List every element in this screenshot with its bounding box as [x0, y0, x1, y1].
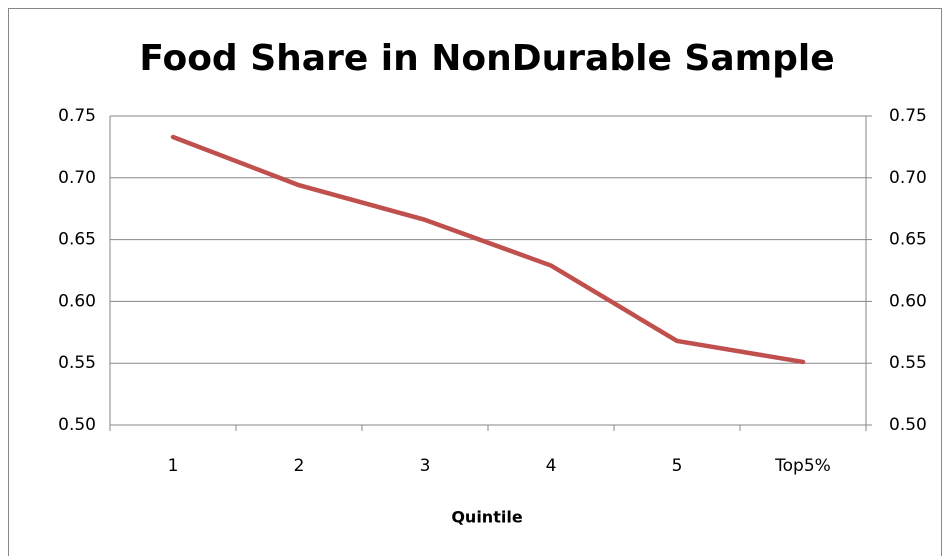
y2-tick-label: 0.50 [889, 415, 927, 435]
y2-tick-label: 0.75 [889, 106, 927, 126]
y2-tick-label: 0.65 [889, 230, 927, 250]
y-tick-label: 0.60 [58, 291, 96, 311]
y2-tick-label: 0.55 [889, 353, 927, 373]
y2-tick-label: 0.70 [889, 168, 927, 188]
x-tick-label: 5 [672, 456, 683, 476]
chart-title: Food Share in NonDurable Sample [139, 38, 834, 79]
chart-border [8, 8, 942, 556]
x-axis-label: Quintile [451, 508, 522, 527]
y-tick-label: 0.55 [58, 353, 96, 373]
y-tick-label: 0.65 [58, 230, 96, 250]
y-tick-label: 0.75 [58, 106, 96, 126]
y2-tick-label: 0.60 [889, 291, 927, 311]
x-tick-label: 3 [420, 456, 431, 476]
y-tick-label: 0.70 [58, 168, 96, 188]
x-tick-label: 4 [546, 456, 557, 476]
x-tick-label: 2 [294, 456, 305, 476]
x-tick-label: 1 [168, 456, 179, 476]
x-tick-label: Top5% [774, 456, 831, 476]
y-tick-label: 0.50 [58, 415, 96, 435]
data-line [170, 134, 806, 365]
